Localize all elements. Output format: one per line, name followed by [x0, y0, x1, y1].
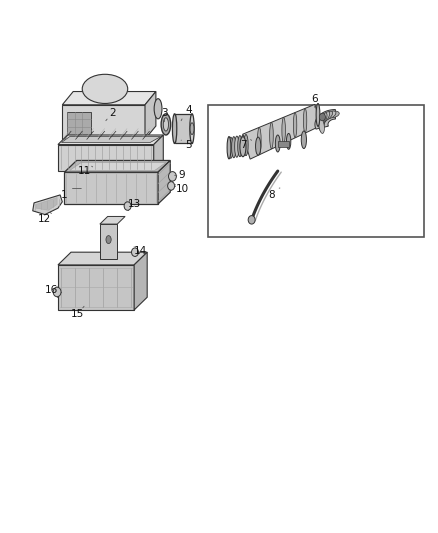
- Ellipse shape: [154, 99, 162, 119]
- Polygon shape: [61, 136, 161, 142]
- Polygon shape: [58, 265, 134, 310]
- Bar: [278, 141, 289, 147]
- Polygon shape: [58, 135, 163, 144]
- Ellipse shape: [316, 103, 320, 126]
- Text: 16: 16: [45, 285, 58, 295]
- Ellipse shape: [82, 74, 128, 103]
- Polygon shape: [58, 144, 154, 171]
- Text: 7: 7: [240, 140, 246, 150]
- Ellipse shape: [190, 123, 194, 134]
- Polygon shape: [158, 160, 170, 204]
- Text: 13: 13: [127, 199, 141, 209]
- Polygon shape: [36, 198, 57, 211]
- Ellipse shape: [322, 111, 333, 121]
- Ellipse shape: [258, 127, 261, 155]
- Ellipse shape: [282, 117, 286, 143]
- Ellipse shape: [304, 108, 307, 133]
- Ellipse shape: [286, 133, 291, 149]
- Text: 10: 10: [176, 183, 189, 193]
- Circle shape: [169, 172, 177, 181]
- Ellipse shape: [190, 114, 194, 143]
- Polygon shape: [134, 252, 147, 310]
- Ellipse shape: [319, 113, 327, 126]
- Polygon shape: [243, 104, 321, 159]
- Text: 4: 4: [185, 105, 192, 115]
- Ellipse shape: [270, 123, 273, 149]
- Text: 15: 15: [71, 309, 84, 319]
- Circle shape: [248, 216, 255, 224]
- Ellipse shape: [229, 137, 233, 158]
- Text: 6: 6: [311, 94, 318, 104]
- Ellipse shape: [255, 137, 261, 155]
- Polygon shape: [100, 224, 117, 259]
- Ellipse shape: [327, 111, 339, 118]
- Ellipse shape: [240, 136, 246, 157]
- Ellipse shape: [293, 112, 297, 138]
- Polygon shape: [58, 252, 147, 265]
- Ellipse shape: [106, 236, 111, 244]
- Ellipse shape: [301, 131, 307, 149]
- Ellipse shape: [319, 119, 325, 133]
- Polygon shape: [154, 135, 163, 171]
- Ellipse shape: [321, 112, 330, 124]
- Text: 11: 11: [78, 166, 91, 176]
- Text: 12: 12: [38, 214, 52, 224]
- Ellipse shape: [241, 135, 245, 156]
- Polygon shape: [33, 195, 62, 215]
- Polygon shape: [315, 109, 336, 129]
- Ellipse shape: [232, 136, 236, 158]
- Ellipse shape: [319, 116, 324, 131]
- Ellipse shape: [173, 114, 177, 143]
- Polygon shape: [62, 92, 156, 105]
- Ellipse shape: [227, 136, 231, 159]
- Polygon shape: [64, 172, 158, 204]
- Circle shape: [53, 287, 61, 297]
- Text: 1: 1: [61, 190, 68, 200]
- Text: 5: 5: [185, 140, 192, 150]
- Bar: [208, 105, 424, 237]
- Bar: [67, 112, 91, 134]
- Ellipse shape: [235, 136, 239, 157]
- Ellipse shape: [163, 118, 169, 131]
- Text: 9: 9: [179, 171, 185, 180]
- Polygon shape: [70, 163, 166, 171]
- Ellipse shape: [276, 135, 280, 152]
- Ellipse shape: [244, 134, 248, 156]
- Ellipse shape: [238, 135, 242, 157]
- Polygon shape: [64, 160, 170, 172]
- Ellipse shape: [325, 111, 336, 119]
- Text: 14: 14: [134, 246, 147, 256]
- Circle shape: [168, 182, 175, 190]
- Polygon shape: [145, 92, 156, 139]
- Polygon shape: [100, 216, 125, 224]
- Text: 3: 3: [161, 108, 168, 118]
- Bar: [175, 114, 192, 143]
- Circle shape: [131, 248, 138, 256]
- Circle shape: [124, 202, 131, 211]
- Text: 2: 2: [109, 108, 116, 118]
- Text: 8: 8: [268, 190, 275, 200]
- Polygon shape: [62, 105, 145, 139]
- Ellipse shape: [319, 115, 325, 128]
- Circle shape: [319, 114, 325, 121]
- Ellipse shape: [161, 114, 171, 135]
